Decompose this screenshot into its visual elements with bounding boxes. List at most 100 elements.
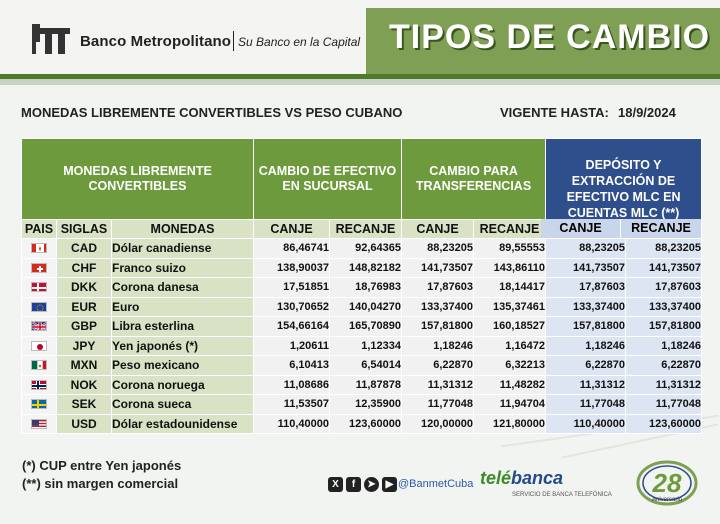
telebanca-logo-part2: banca (511, 468, 564, 488)
currency-code: EUR (56, 296, 112, 317)
country-flag (21, 413, 57, 434)
cash-canje-value: 11,08686 (253, 374, 330, 395)
table-row: SEK Corona sueca 11,53507 12,35900 11,77048 1… (21, 394, 703, 415)
mlc-canje-value: 110,40000 (545, 413, 627, 434)
valid-until-date: 18/9/2024 (618, 105, 676, 120)
col-header-siglas: SIGLAS (56, 219, 112, 239)
transfer-recanje-value: 135,37461 (473, 296, 547, 317)
table-row: DKK Corona danesa 17,51851 18,76983 17,87603… (21, 277, 703, 298)
col-header-tr-recanje: RECANJE (473, 219, 547, 239)
eu-flag-icon (31, 301, 47, 312)
currency-code: NOK (56, 374, 112, 395)
header-stripe (0, 74, 720, 79)
cash-canje-value: 1,20611 (253, 335, 330, 356)
group-header-currencies: MONEDAS LIBREMENTE CONVERTIBLES (21, 138, 254, 220)
mlc-recanje-value: 11,77048 (625, 394, 703, 415)
cash-recanje-value: 92,64365 (328, 238, 403, 259)
mlc-recanje-value: 88,23205 (625, 238, 703, 259)
currency-code: DKK (56, 277, 112, 298)
cash-recanje-value: 1,12334 (328, 335, 403, 356)
currency-name: Franco suizo (111, 257, 254, 278)
cash-canje-value: 86,46741 (253, 238, 330, 259)
divider (233, 31, 234, 51)
col-header-mlc-recanje: RECANJE (621, 219, 701, 238)
transfer-canje-value: 141,73507 (401, 257, 475, 278)
transfer-recanje-value: 1,16472 (473, 335, 547, 356)
mlc-recanje-value: 123,60000 (625, 413, 703, 434)
mlc-recanje-value: 141,73507 (625, 257, 703, 278)
transfer-canje-value: 133,37400 (401, 296, 475, 317)
cash-recanje-value: 12,35900 (328, 394, 403, 415)
currency-name: Dólar canadiense (111, 238, 254, 259)
mlc-recanje-value: 133,37400 (625, 296, 703, 317)
cash-canje-value: 11,53507 (253, 394, 330, 415)
currency-name: Yen japonés (*) (111, 335, 254, 356)
anniversary-label: Aniversario (652, 497, 683, 503)
mlc-canje-value: 17,87603 (545, 277, 627, 298)
table-row: MXN Peso mexicano 6,10413 6,54014 6,22870 6,3… (21, 355, 703, 376)
table-row: JPY Yen japonés (*) 1,20611 1,12334 1,18246 1… (21, 335, 703, 356)
currency-name: Corona noruega (111, 374, 254, 395)
cash-recanje-value: 6,54014 (328, 355, 403, 376)
country-flag (21, 296, 57, 317)
col-header-cash-recanje: RECANJE (328, 219, 403, 239)
transfer-recanje-value: 11,48282 (473, 374, 547, 395)
canada-flag-icon (31, 243, 47, 254)
table-body: CAD Dólar canadiense 86,46741 92,64365 88,23… (21, 238, 703, 434)
cash-canje-value: 130,70652 (253, 296, 330, 317)
mlc-recanje-value: 157,81800 (625, 316, 703, 337)
mlc-canje-value: 11,31312 (545, 374, 627, 395)
country-flag (21, 374, 57, 395)
facebook-icon[interactable]: f (346, 477, 361, 492)
social-handle[interactable]: @BanmetCuba (398, 478, 474, 490)
currency-name: Dólar estadounidense (111, 413, 254, 434)
cash-recanje-value: 165,70890 (328, 316, 403, 337)
footnote-mlc: (**) sin margen comercial (22, 476, 179, 491)
country-flag (21, 394, 57, 415)
country-flag (21, 238, 57, 259)
cash-canje-value: 110,40000 (253, 413, 330, 434)
table-row: NOK Corona noruega 11,08686 11,87878 11,3131… (21, 374, 703, 395)
youtube-icon[interactable]: ▶ (382, 477, 397, 492)
mlc-canje-value: 157,81800 (545, 316, 627, 337)
mexico-flag-icon (31, 360, 47, 371)
exchange-rate-table: MONEDAS LIBREMENTE CONVERTIBLES CAMBIO D… (21, 138, 703, 434)
currency-code: JPY (56, 335, 112, 356)
currency-code: CAD (56, 238, 112, 259)
col-header-tr-canje: CANJE (401, 219, 475, 239)
table-subtitle: MONEDAS LIBREMENTE CONVERTIBLES VS PESO … (21, 105, 403, 120)
cash-canje-value: 154,66164 (253, 316, 330, 337)
cash-canje-value: 138,90037 (253, 257, 330, 278)
bank-logo-icon (32, 24, 70, 54)
switzerland-flag-icon (31, 262, 47, 273)
table-row: CHF Franco suizo 138,90037 148,82182 141,735… (21, 257, 703, 278)
japan-flag-icon (31, 340, 47, 351)
transfer-canje-value: 1,18246 (401, 335, 475, 356)
mlc-canje-value: 11,77048 (545, 394, 627, 415)
currency-name: Corona sueca (111, 394, 254, 415)
x-twitter-icon[interactable]: X (328, 477, 343, 492)
header-shadow-stripe (0, 79, 720, 85)
currency-name: Libra esterlina (111, 316, 254, 337)
cash-recanje-value: 140,04270 (328, 296, 403, 317)
currency-name: Peso mexicano (111, 355, 254, 376)
page-title: TIPOS DE CAMBIO (389, 18, 711, 56)
col-header-mlc-canje: CANJE (541, 219, 621, 238)
currency-name: Euro (111, 296, 254, 317)
transfer-canje-value: 157,81800 (401, 316, 475, 337)
bank-slogan: Su Banco en la Capital (238, 35, 361, 49)
transfer-canje-value: 11,77048 (401, 394, 475, 415)
cash-recanje-value: 148,82182 (328, 257, 403, 278)
mlc-canje-value: 88,23205 (545, 238, 627, 259)
transfer-recanje-value: 160,18527 (473, 316, 547, 337)
col-header-cash-canje: CANJE (253, 219, 330, 239)
telegram-icon[interactable]: ➤ (364, 477, 379, 492)
country-flag (21, 355, 57, 376)
cash-canje-value: 6,10413 (253, 355, 330, 376)
group-header-cash: CAMBIO DE EFECTIVO EN SUCURSAL (252, 138, 403, 220)
mlc-canje-value: 6,22870 (545, 355, 627, 376)
currency-code: CHF (56, 257, 112, 278)
usa-flag-icon (31, 418, 47, 429)
telebanca-subtitle: SERVICIO DE BANCA TELEFÓNICA (512, 492, 612, 498)
transfer-recanje-value: 6,32213 (473, 355, 547, 376)
